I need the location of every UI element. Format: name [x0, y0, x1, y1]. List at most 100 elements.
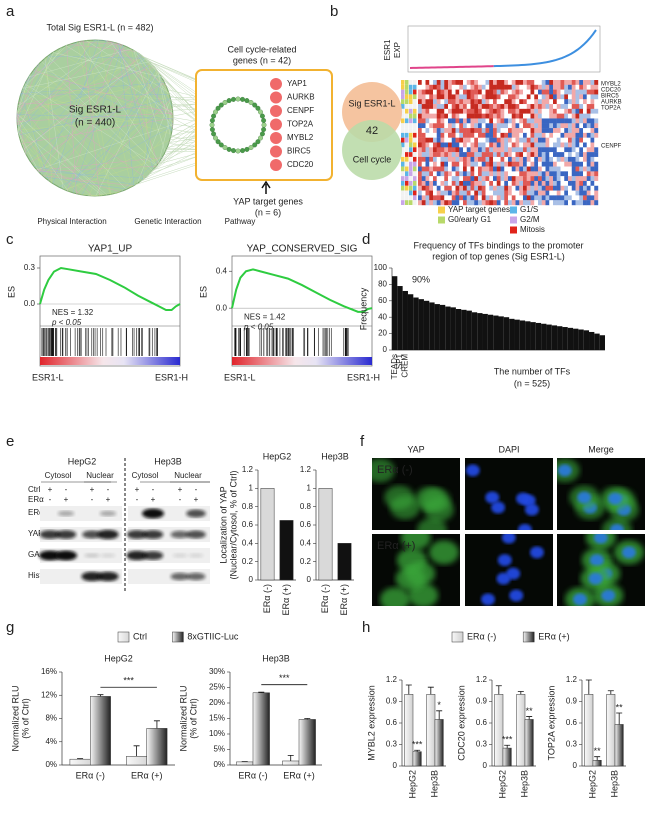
heatmap-cell [568, 113, 572, 119]
heatmap-cell [418, 180, 422, 186]
network-edge [17, 63, 152, 127]
heatmap-cell [511, 161, 516, 167]
heatmap-cell [485, 80, 490, 86]
heatmap-cell [425, 113, 430, 119]
network-edge [55, 50, 174, 119]
heatmap-cell [526, 108, 531, 114]
heatmap-cell [459, 156, 464, 162]
heatmap-cell [534, 176, 539, 182]
heatmap-cell [594, 190, 599, 196]
heatmap-cell [455, 99, 460, 105]
heatmap-cell [523, 118, 527, 124]
heatmap-cell [545, 113, 550, 119]
heatmap-cell [508, 99, 512, 105]
heatmap-cell [571, 176, 576, 182]
heatmap-cell [575, 84, 580, 90]
heatmap-cell [545, 190, 550, 196]
heatmap-cell [425, 176, 430, 182]
treatment: Ctrl [28, 485, 41, 494]
heatmap-cell [564, 142, 569, 148]
panel-label: e [6, 433, 14, 450]
heatmap-cell [579, 80, 584, 86]
network-edge [45, 57, 52, 183]
heatmap-cell [530, 94, 535, 100]
heatmap-cell [500, 137, 505, 143]
network-edge [114, 183, 138, 194]
heatmap-cell [538, 108, 542, 114]
network-edge [77, 41, 111, 195]
cell-nucleus [524, 503, 539, 516]
heatmap-cell [421, 108, 426, 114]
x-tick-label: TEADs [390, 354, 399, 379]
heatmap-cell [478, 84, 482, 90]
heatmap-cell [564, 128, 569, 134]
heatmap-cell [470, 147, 475, 153]
heatmap-cell [433, 195, 437, 201]
heatmap-cell [481, 171, 486, 177]
heatmap-cell [444, 132, 449, 138]
heatmap-cell [500, 132, 505, 138]
heatmap-cell [523, 113, 527, 119]
heatmap-cell [455, 156, 460, 162]
heatmap-cell [459, 104, 464, 110]
heatmap-cell [436, 185, 441, 191]
yap-gene-node [270, 91, 282, 104]
blot-band [186, 509, 206, 518]
heatmap-cell [451, 200, 456, 206]
heatmap-cell [575, 200, 580, 206]
heatmap-cell [534, 99, 539, 105]
heatmap-cell [508, 128, 512, 134]
heatmap-cell [568, 190, 572, 196]
network-edge [17, 130, 27, 155]
heatmap-cell [560, 176, 565, 182]
row-annotation [401, 89, 405, 95]
heatmap-cell [549, 200, 554, 206]
network-edge [16, 47, 62, 114]
heatmap-cell [451, 190, 456, 196]
heatmap-cell [519, 94, 524, 100]
blot-band [188, 553, 204, 558]
heatmap-cell [586, 113, 591, 119]
heatmap-cell [530, 128, 535, 134]
chart-title: HepG2 [104, 653, 133, 663]
heatmap-cell [448, 161, 452, 167]
y-tick-label: 0% [45, 760, 57, 769]
heatmap-cell [451, 156, 456, 162]
gene-node [213, 135, 218, 141]
gene-node [226, 98, 232, 104]
heatmap-cell [478, 190, 482, 196]
x-tick-label: HepG2 [587, 770, 597, 799]
heatmap-cell [511, 108, 516, 114]
x-tick-label: ERα (+) [281, 584, 291, 615]
bar [578, 329, 584, 350]
network-edge [16, 116, 52, 183]
heatmap-cell [474, 190, 479, 196]
heatmap-cell [470, 118, 475, 124]
heatmap-cell [519, 89, 524, 95]
heatmap-cell [425, 171, 430, 177]
row-annotation [409, 166, 413, 172]
sign: - [179, 495, 182, 504]
heatmap-cell [448, 142, 452, 148]
heatmap-cell [504, 176, 509, 182]
row-annotation [405, 195, 409, 201]
heatmap-cell [504, 152, 509, 158]
row-annotation [413, 89, 417, 95]
heatmap-cell [470, 89, 475, 95]
heatmap-cell [575, 152, 580, 158]
bar [337, 543, 352, 581]
heatmap-cell [564, 108, 569, 114]
heatmap-cell [515, 89, 520, 95]
heatmap-cell [451, 161, 456, 167]
heatmap-cell [459, 195, 464, 201]
row-annotation [401, 128, 405, 133]
heatmap-cell [425, 142, 430, 148]
row-annotation [401, 137, 405, 143]
y-tick-label: 1.2 [300, 465, 312, 474]
heatmap-cell [466, 166, 471, 172]
heatmap-cell [425, 200, 430, 206]
heatmap-cell [478, 89, 482, 95]
bar [423, 300, 430, 350]
heatmap-cell [526, 152, 531, 158]
heatmap-cell [515, 128, 520, 134]
